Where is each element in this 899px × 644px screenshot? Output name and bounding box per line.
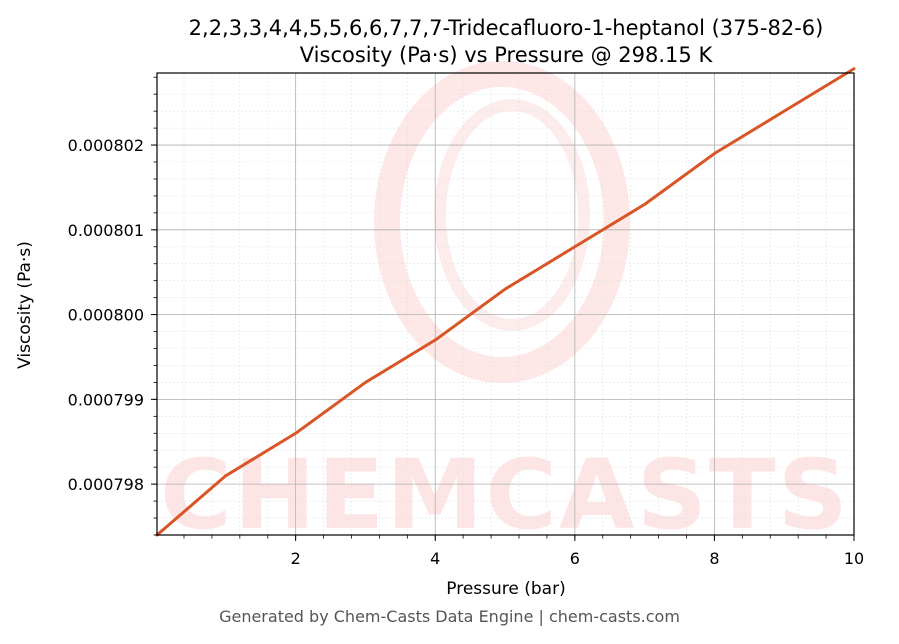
x-tick-label: 6 <box>570 549 580 568</box>
x-tick-label: 4 <box>430 549 440 568</box>
watermark: CHEMCASTS <box>160 61 850 551</box>
watermark-text: CHEMCASTS <box>160 439 850 551</box>
chart-title: 2,2,3,3,4,4,5,5,6,6,7,7,7-Tridecafluoro-… <box>189 16 824 40</box>
tick-labels: 2 4 6 8 10 0.000798 0.000799 0.000800 0.000801 0.… <box>68 136 865 568</box>
ticks <box>151 76 855 541</box>
watermark-swirl-inner <box>434 99 590 331</box>
y-tick-label: 0.000802 <box>68 136 144 155</box>
y-tick-label: 0.000798 <box>68 475 144 494</box>
series-layer <box>155 67 856 537</box>
y-tick-label: 0.000801 <box>68 221 144 240</box>
x-tick-label: 2 <box>291 549 301 568</box>
viscosity-series-line <box>155 67 856 537</box>
y-axis-label: Viscosity (Pa·s) <box>15 241 35 369</box>
footer-credit: Generated by Chem-Casts Data Engine | ch… <box>219 607 680 626</box>
y-tick-label: 0.000800 <box>68 306 144 325</box>
x-tick-label: 8 <box>709 549 719 568</box>
x-tick-label: 10 <box>844 549 864 568</box>
x-axis-label: Pressure (bar) <box>446 579 565 599</box>
plot-frame <box>156 72 855 536</box>
chart-subtitle: Viscosity (Pa·s) vs Pressure @ 298.15 K <box>300 43 714 67</box>
y-tick-label: 0.000799 <box>68 390 144 409</box>
